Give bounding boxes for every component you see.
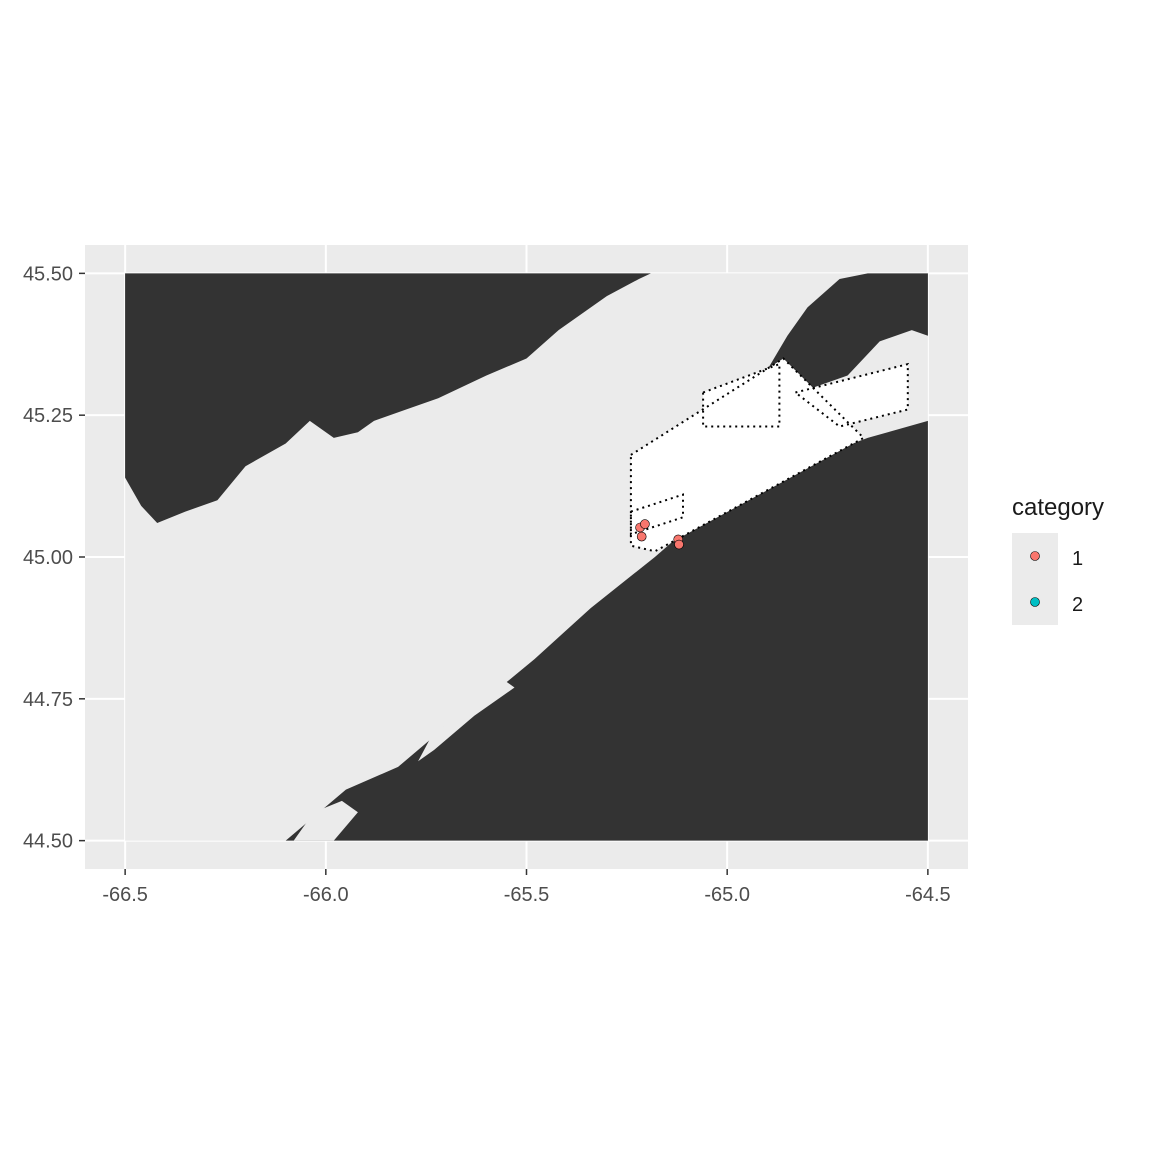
x-tick-label-1: -66.0: [303, 884, 349, 906]
axes: -66.5 -66.0 -65.5 -65.0 -64.5 44.50 44.75 45.00…: [23, 263, 951, 906]
zone-c-fill: [795, 364, 908, 427]
x-tick-label-3: -65.0: [704, 884, 750, 906]
y-tick-label-0: 44.50: [23, 831, 73, 853]
water-st-marys-bay: [293, 800, 358, 841]
map-layer: [125, 273, 928, 841]
water-annapolis-basin: [418, 681, 515, 762]
x-tick-label-4: -64.5: [905, 884, 951, 906]
y-tick-label-2: 45.00: [23, 547, 73, 569]
legend: category 1 2: [1012, 494, 1104, 625]
legend-label-category-1: 1: [1072, 548, 1083, 570]
legend-key-background: [1012, 533, 1058, 625]
zone-d-outline: [629, 493, 684, 536]
x-tick-label-0: -66.5: [102, 884, 148, 906]
zone-a-outline: [629, 357, 866, 553]
x-tick-label-2: -65.5: [504, 884, 550, 906]
land-new-brunswick-coast: [125, 273, 651, 523]
zone-b-outline: [702, 362, 781, 428]
y-tick-label-1: 44.75: [23, 689, 73, 711]
y-tick-label-4: 45.50: [23, 263, 73, 285]
zone-b-fill: [703, 364, 780, 427]
data-point-1: [640, 519, 650, 529]
legend-label-category-2: 2: [1072, 594, 1083, 616]
data-point-2: [636, 531, 647, 542]
data-point-4: [674, 539, 684, 550]
legend-title: category: [1012, 494, 1104, 521]
legend-key-category-1: [1030, 551, 1040, 561]
y-tick-label-3: 45.25: [23, 405, 73, 427]
zone-a-fill: [630, 358, 864, 552]
point-layer: [635, 519, 684, 550]
legend-key-category-2: [1030, 597, 1040, 607]
